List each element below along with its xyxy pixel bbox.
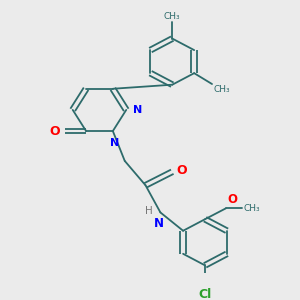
Text: CH₃: CH₃ <box>214 85 230 94</box>
Text: CH₃: CH₃ <box>244 204 260 213</box>
Text: N: N <box>154 217 164 230</box>
Text: N: N <box>110 138 119 148</box>
Text: N: N <box>133 105 142 115</box>
Text: Cl: Cl <box>198 288 212 300</box>
Text: O: O <box>227 193 237 206</box>
Text: O: O <box>177 164 188 177</box>
Text: O: O <box>49 124 60 138</box>
Text: CH₃: CH₃ <box>164 12 181 21</box>
Text: H: H <box>145 206 153 216</box>
